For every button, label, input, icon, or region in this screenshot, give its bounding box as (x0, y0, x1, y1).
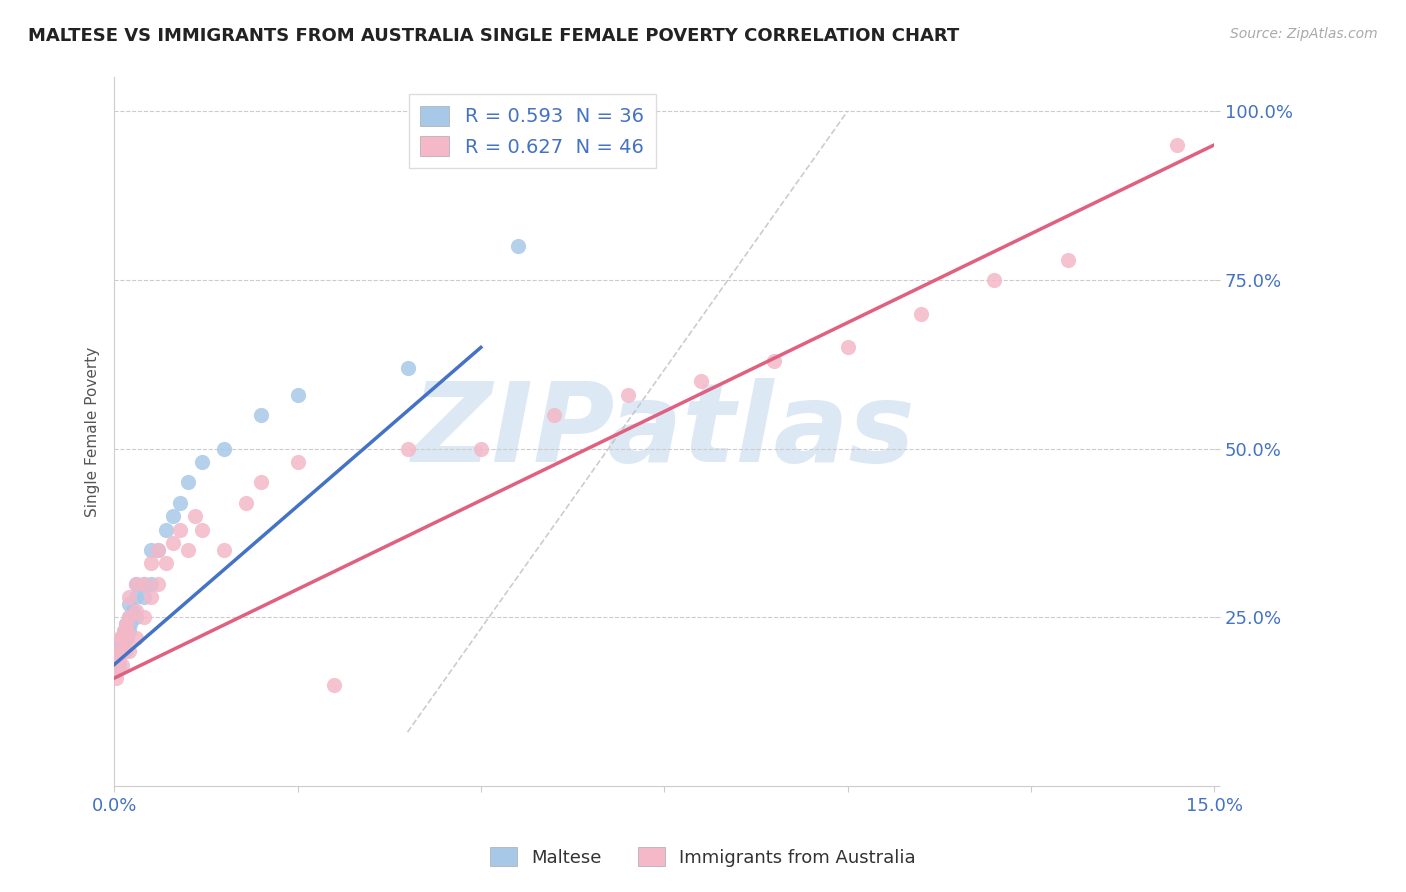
Point (107, 651, 129, 665)
Point (169, 523, 191, 537)
Point (118, 610, 141, 624)
Point (114, 631, 136, 645)
Point (110, 644, 132, 658)
Point (110, 657, 132, 672)
Point (184, 509, 207, 524)
Point (1056, 252, 1078, 267)
Point (108, 631, 131, 645)
Point (616, 387, 638, 401)
Point (139, 590, 162, 604)
Point (139, 557, 162, 571)
Point (120, 617, 142, 632)
Point (169, 496, 191, 510)
Point (396, 360, 419, 375)
Legend: Maltese, Immigrants from Australia: Maltese, Immigrants from Australia (482, 840, 924, 874)
Point (118, 590, 141, 604)
Point (115, 617, 138, 632)
Point (118, 597, 141, 611)
Point (117, 624, 139, 638)
Point (837, 340, 859, 354)
Point (250, 408, 273, 422)
Point (111, 644, 134, 658)
Point (176, 542, 198, 557)
Text: MALTESE VS IMMIGRANTS FROM AUSTRALIA SINGLE FEMALE POVERTY CORRELATION CHART: MALTESE VS IMMIGRANTS FROM AUSTRALIA SIN… (28, 27, 959, 45)
Point (470, 442, 492, 456)
Point (118, 644, 141, 658)
Text: ZIPatlas: ZIPatlas (412, 378, 917, 485)
Point (107, 644, 129, 658)
Point (115, 617, 138, 632)
Point (118, 610, 141, 624)
Y-axis label: Single Female Poverty: Single Female Poverty (86, 347, 100, 517)
Point (287, 387, 309, 401)
Point (148, 542, 170, 557)
Point (125, 610, 148, 624)
Point (105, 665, 128, 679)
Point (250, 475, 273, 490)
Point (125, 576, 148, 591)
Point (132, 576, 155, 591)
Point (118, 624, 141, 638)
Point (121, 604, 143, 618)
Point (176, 475, 198, 490)
Point (155, 523, 177, 537)
Point (396, 442, 419, 456)
Point (910, 307, 932, 321)
Point (1166, 137, 1188, 152)
Point (212, 442, 235, 456)
Point (112, 624, 135, 638)
Point (125, 576, 148, 591)
Text: Source: ZipAtlas.com: Source: ZipAtlas.com (1230, 27, 1378, 41)
Point (125, 604, 148, 618)
Point (125, 590, 148, 604)
Legend: R = 0.593  N = 36, R = 0.627  N = 46: R = 0.593 N = 36, R = 0.627 N = 46 (409, 95, 655, 169)
Point (107, 644, 129, 658)
Point (543, 408, 565, 422)
Point (117, 631, 139, 645)
Point (983, 273, 1005, 287)
Point (689, 374, 711, 388)
Point (110, 631, 132, 645)
Point (191, 523, 214, 537)
Point (108, 637, 131, 651)
Point (139, 576, 162, 591)
Point (287, 455, 309, 469)
Point (112, 624, 135, 638)
Point (125, 631, 148, 645)
Point (148, 576, 170, 591)
Point (132, 590, 155, 604)
Point (148, 542, 170, 557)
Point (114, 631, 136, 645)
Point (114, 644, 136, 658)
Point (155, 557, 177, 571)
Point (139, 542, 162, 557)
Point (191, 455, 214, 469)
Point (323, 678, 346, 692)
Point (162, 509, 184, 524)
Point (132, 610, 155, 624)
Point (104, 671, 127, 685)
Point (132, 576, 155, 591)
Point (108, 657, 131, 672)
Point (107, 651, 129, 665)
Point (162, 536, 184, 550)
Point (212, 542, 235, 557)
Point (105, 657, 128, 672)
Point (235, 496, 257, 510)
Point (506, 239, 529, 253)
Point (763, 354, 786, 368)
Point (110, 631, 132, 645)
Point (111, 637, 134, 651)
